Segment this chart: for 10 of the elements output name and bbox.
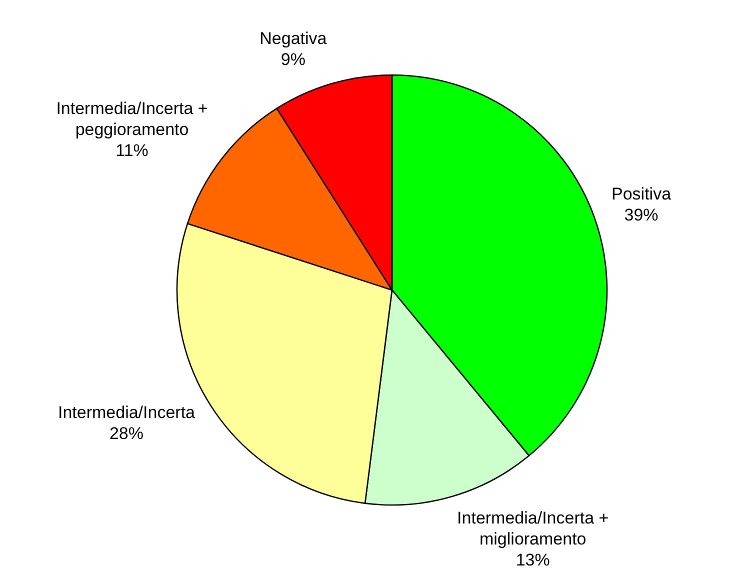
data-label: 13% bbox=[516, 550, 550, 570]
slice-label: Negativa bbox=[260, 28, 328, 48]
slice-label: Intermedia/Incerta bbox=[58, 402, 196, 422]
data-label: 39% bbox=[624, 205, 658, 224]
data-label: 28% bbox=[109, 424, 144, 443]
data-label: 9% bbox=[280, 50, 306, 69]
slice-label: Positiva bbox=[611, 184, 672, 204]
slice-label: Intermedia/Incerta + peggioramento bbox=[56, 98, 208, 139]
slice-label: Intermedia/Incerta + miglioramento bbox=[457, 508, 609, 549]
data-label: 11% bbox=[116, 140, 148, 160]
